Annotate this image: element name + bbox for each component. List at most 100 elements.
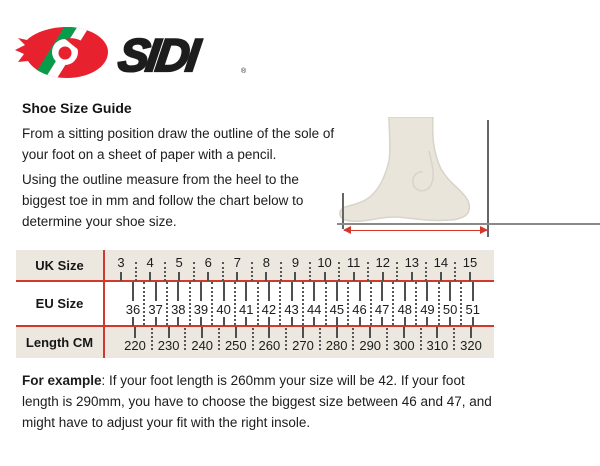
scale-number: 7 xyxy=(233,255,241,270)
example-text: : If your foot length is 260mm your size… xyxy=(22,373,492,430)
scale-number: 14 xyxy=(433,255,449,270)
scale-tick xyxy=(268,327,271,338)
scale-number: 48 xyxy=(397,302,413,317)
scale-number: 40 xyxy=(216,302,231,317)
scale-tick xyxy=(245,282,248,301)
scale-half-tick xyxy=(163,262,166,281)
scale-number: 36 xyxy=(125,302,141,317)
scale-number: 4 xyxy=(146,255,154,270)
scale-tick xyxy=(335,282,338,301)
scale-tick xyxy=(471,282,474,301)
scale-half-tick xyxy=(211,282,214,325)
scale-tick xyxy=(199,282,202,301)
scale-number: 240 xyxy=(191,338,214,353)
scale-tick xyxy=(267,282,270,301)
scale-tick xyxy=(290,317,293,326)
scale-tick xyxy=(234,327,237,338)
scale-tick xyxy=(426,317,429,326)
scale-tick xyxy=(290,282,293,301)
scale-tick xyxy=(369,327,372,338)
scale-tick xyxy=(201,327,204,338)
scale-half-tick xyxy=(134,262,137,281)
scale-tick xyxy=(294,272,297,281)
scale-half-tick xyxy=(250,262,253,281)
scale-tick xyxy=(245,317,248,326)
scale-half-tick xyxy=(188,282,191,325)
swirl-tail xyxy=(65,38,88,64)
scale-number: 220 xyxy=(124,338,146,353)
scale-number: 43 xyxy=(284,302,299,317)
scale-tick xyxy=(403,282,406,301)
scale-number: 12 xyxy=(375,255,390,270)
scale-tick xyxy=(120,272,122,281)
uk-size-band xyxy=(16,250,494,281)
scale-tick xyxy=(265,272,268,281)
row-label-uk-size: UK Size xyxy=(35,258,84,273)
scale-tick xyxy=(410,272,413,281)
scale-tick xyxy=(177,317,180,326)
sidi-logo: SIDI ® xyxy=(15,26,255,82)
separator-line-2 xyxy=(16,325,494,327)
scale-half-tick xyxy=(419,328,422,350)
scale-tick xyxy=(267,317,270,326)
foot-silhouette xyxy=(339,117,471,222)
scale-number: 280 xyxy=(325,338,348,353)
scale-half-tick xyxy=(184,328,187,350)
scale-half-tick xyxy=(256,282,259,325)
scale-tick xyxy=(402,327,405,338)
scale-tick xyxy=(471,317,474,326)
scale-number: 250 xyxy=(224,338,247,353)
scale-tick xyxy=(449,282,452,301)
scale-number: 41 xyxy=(239,302,254,317)
scale-half-tick xyxy=(279,282,282,325)
scale-number: 45 xyxy=(329,302,345,317)
sidi-wordmark: SIDI xyxy=(114,28,201,82)
row-label-length-cm: Length CM xyxy=(25,335,94,350)
scale-number: 8 xyxy=(262,255,271,270)
foot-length-arrow xyxy=(343,226,488,235)
scale-number: 50 xyxy=(442,302,458,317)
scale-half-tick xyxy=(392,282,395,325)
separator-line-1 xyxy=(16,280,494,282)
scale-tick xyxy=(313,282,316,301)
scale-tick xyxy=(313,317,316,326)
scale-number: 270 xyxy=(292,338,314,353)
heel-marker-line xyxy=(487,120,489,237)
scale-tick xyxy=(154,282,157,301)
scale-half-tick xyxy=(352,328,355,350)
length-band xyxy=(16,326,494,358)
scale-half-tick xyxy=(192,262,195,281)
scale-half-tick xyxy=(386,328,388,350)
scale-number: 11 xyxy=(346,255,361,270)
scale-tick xyxy=(134,327,136,338)
arrowhead-left-icon xyxy=(343,226,351,235)
scale-tick xyxy=(149,272,152,281)
scale-number: 300 xyxy=(392,338,415,353)
scale-tick xyxy=(302,327,304,338)
scale-number: 39 xyxy=(193,302,209,317)
scale-number: 51 xyxy=(465,302,480,317)
scale-half-tick xyxy=(338,262,341,281)
scale-tick xyxy=(358,282,361,301)
scale-half-tick xyxy=(369,282,372,325)
scale-half-tick xyxy=(425,262,428,281)
scale-half-tick xyxy=(309,262,312,281)
scale-tick xyxy=(436,327,439,338)
scale-number: 47 xyxy=(374,302,390,317)
scale-tick xyxy=(403,317,406,326)
ground-line xyxy=(337,223,600,225)
scale-tick xyxy=(236,272,239,281)
scale-tick xyxy=(352,272,355,281)
scale-number: 44 xyxy=(306,302,322,317)
scale-tick xyxy=(468,272,471,281)
scale-tick xyxy=(154,317,157,326)
size-conversion-chart: UK Size EU Size Length CM 3 4 5 6 7 8 9 10 11 12 1… xyxy=(16,250,494,358)
scale-tick xyxy=(323,272,326,281)
foot-side-profile-icon xyxy=(339,117,471,222)
ankle-contour xyxy=(412,150,434,192)
scale-number: 46 xyxy=(352,302,367,317)
scale-number: 230 xyxy=(157,338,180,353)
example-label: For example xyxy=(22,373,102,388)
scale-tick xyxy=(335,327,338,338)
